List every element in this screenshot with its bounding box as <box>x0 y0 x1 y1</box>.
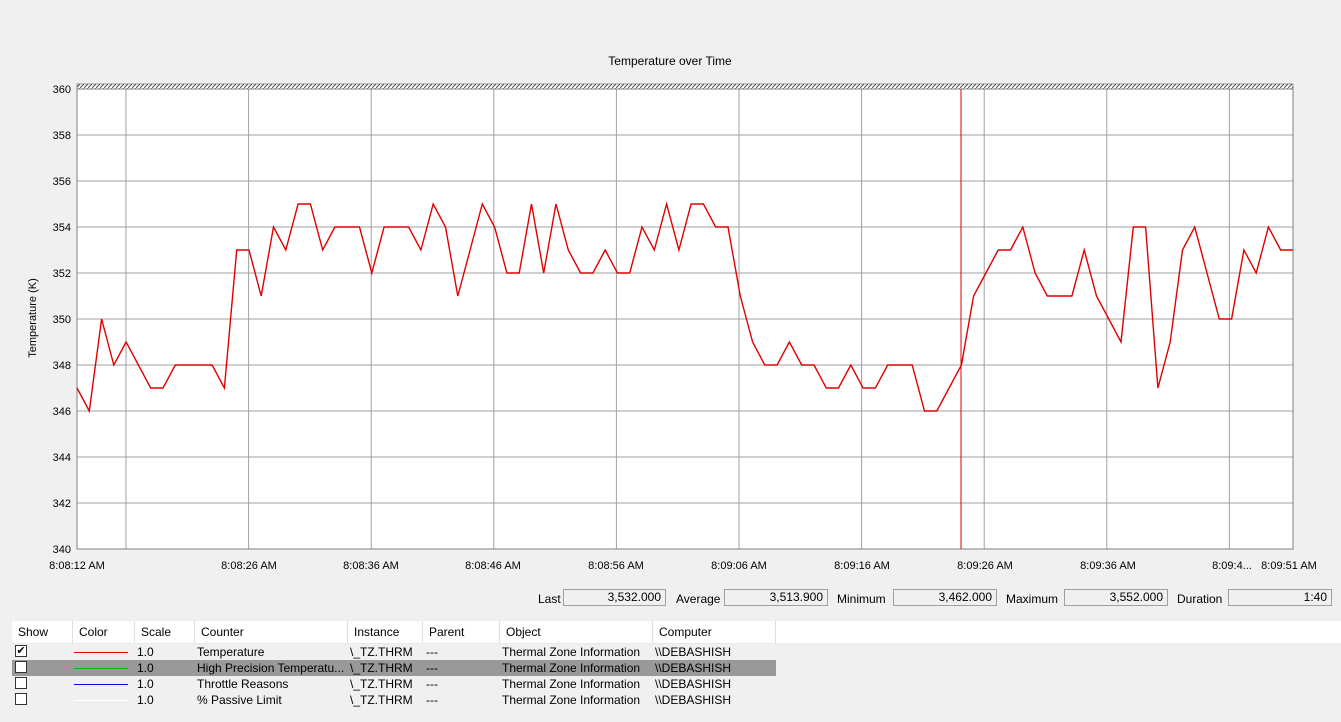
x-tick-label: 8:09:26 AM <box>957 560 1013 572</box>
computer-cell: \\DEBASHISH <box>655 645 732 659</box>
y-tick-label: 352 <box>53 268 71 280</box>
plot-top-hatch <box>76 83 1294 90</box>
minimum-value: 3,462.000 <box>893 589 997 606</box>
duration-value: 1:40 <box>1228 589 1332 606</box>
show-checkbox[interactable] <box>15 661 27 673</box>
column-color[interactable]: Color <box>73 621 135 643</box>
y-tick-label: 354 <box>53 222 71 234</box>
parent-cell: --- <box>426 677 438 691</box>
scale-cell: 1.0 <box>137 661 154 675</box>
x-tick-label: 8:09:06 AM <box>711 560 767 572</box>
color-swatch <box>74 684 128 685</box>
x-tick-label: 8:09:16 AM <box>834 560 890 572</box>
maximum-value: 3,552.000 <box>1064 589 1168 606</box>
y-tick-label: 356 <box>53 176 71 188</box>
object-cell: Thermal Zone Information <box>502 661 641 675</box>
computer-cell: \\DEBASHISH <box>655 661 732 675</box>
performance-chart[interactable]: 360 358 356 354 352 350 348 346 344 342 340 8:08:12… <box>0 0 1341 585</box>
y-tick-label: 342 <box>53 498 71 510</box>
legend-row[interactable]: ✔ 1.0 Temperature \_TZ.THRM --- Thermal Zone … <box>12 644 776 660</box>
average-value: 3,513.900 <box>724 589 828 606</box>
column-show[interactable]: Show <box>12 621 73 643</box>
counter-cell: % Passive Limit <box>197 693 282 707</box>
legend-row[interactable]: 1.0 High Precision Temperatu... \_TZ.THRM -… <box>12 660 776 676</box>
show-checkbox[interactable]: ✔ <box>15 645 27 657</box>
x-tick-label: 8:09:36 AM <box>1080 560 1136 572</box>
chart-title: Temperature over Time <box>608 54 732 68</box>
scale-cell: 1.0 <box>137 677 154 691</box>
statistics-bar: Last 3,532.000 Average 3,513.900 Minimum… <box>0 589 1341 609</box>
counter-legend: Show Color Scale Counter Instance Parent… <box>12 621 776 708</box>
instance-cell: \_TZ.THRM <box>350 693 413 707</box>
object-cell: Thermal Zone Information <box>502 693 641 707</box>
counter-cell: Throttle Reasons <box>197 677 289 691</box>
legend-row[interactable]: 1.0 % Passive Limit \_TZ.THRM --- Thermal Zo… <box>12 692 776 708</box>
x-tick-label: 8:08:26 AM <box>221 560 277 572</box>
x-tick-label: 8:08:36 AM <box>343 560 399 572</box>
column-parent[interactable]: Parent <box>423 621 500 643</box>
duration-label: Duration <box>1177 592 1223 606</box>
parent-cell: --- <box>426 661 438 675</box>
column-counter[interactable]: Counter <box>195 621 348 643</box>
column-instance[interactable]: Instance <box>348 621 423 643</box>
x-tick-label: 8:09:4... <box>1212 560 1252 572</box>
show-checkbox[interactable] <box>15 677 27 689</box>
object-cell: Thermal Zone Information <box>502 677 641 691</box>
legend-header-filler <box>776 621 1341 643</box>
computer-cell: \\DEBASHISH <box>655 693 732 707</box>
average-label: Average <box>676 592 721 606</box>
y-tick-label: 340 <box>53 544 71 556</box>
instance-cell: \_TZ.THRM <box>350 677 413 691</box>
legend-row[interactable]: 1.0 Throttle Reasons \_TZ.THRM --- Thermal Z… <box>12 676 776 692</box>
y-axis-label: Temperature (K) <box>27 278 39 357</box>
plot-border <box>76 88 1294 550</box>
show-checkbox[interactable] <box>15 693 27 705</box>
column-object[interactable]: Object <box>500 621 653 643</box>
last-label: Last <box>538 592 561 606</box>
scale-cell: 1.0 <box>137 693 154 707</box>
object-cell: Thermal Zone Information <box>502 645 641 659</box>
column-computer[interactable]: Computer <box>653 621 776 643</box>
color-swatch <box>74 668 128 669</box>
x-tick-label: 8:09:51 AM <box>1261 560 1317 572</box>
counter-cell: Temperature <box>197 645 265 659</box>
computer-cell: \\DEBASHISH <box>655 677 732 691</box>
y-tick-label: 344 <box>53 452 71 464</box>
scale-cell: 1.0 <box>137 645 154 659</box>
y-tick-label: 360 <box>53 84 71 96</box>
parent-cell: --- <box>426 645 438 659</box>
y-tick-label: 350 <box>53 314 71 326</box>
maximum-label: Maximum <box>1006 592 1059 606</box>
x-tick-label: 8:08:56 AM <box>588 560 644 572</box>
color-swatch <box>74 652 128 653</box>
x-tick-label: 8:08:46 AM <box>465 560 521 572</box>
series-line-temperature <box>76 201 1293 414</box>
legend-header: Show Color Scale Counter Instance Parent… <box>12 621 776 644</box>
minimum-label: Minimum <box>837 592 886 606</box>
instance-cell: \_TZ.THRM <box>350 661 413 675</box>
y-tick-label: 348 <box>53 360 71 372</box>
parent-cell: --- <box>426 693 438 707</box>
counter-cell: High Precision Temperatu... <box>197 661 345 675</box>
color-swatch <box>74 700 128 701</box>
y-tick-label: 358 <box>53 130 71 142</box>
plot-area <box>77 84 1293 549</box>
column-scale[interactable]: Scale <box>135 621 195 643</box>
instance-cell: \_TZ.THRM <box>350 645 413 659</box>
last-value: 3,532.000 <box>563 589 666 606</box>
x-tick-label: 8:08:12 AM <box>49 560 105 572</box>
y-tick-label: 346 <box>53 406 71 418</box>
